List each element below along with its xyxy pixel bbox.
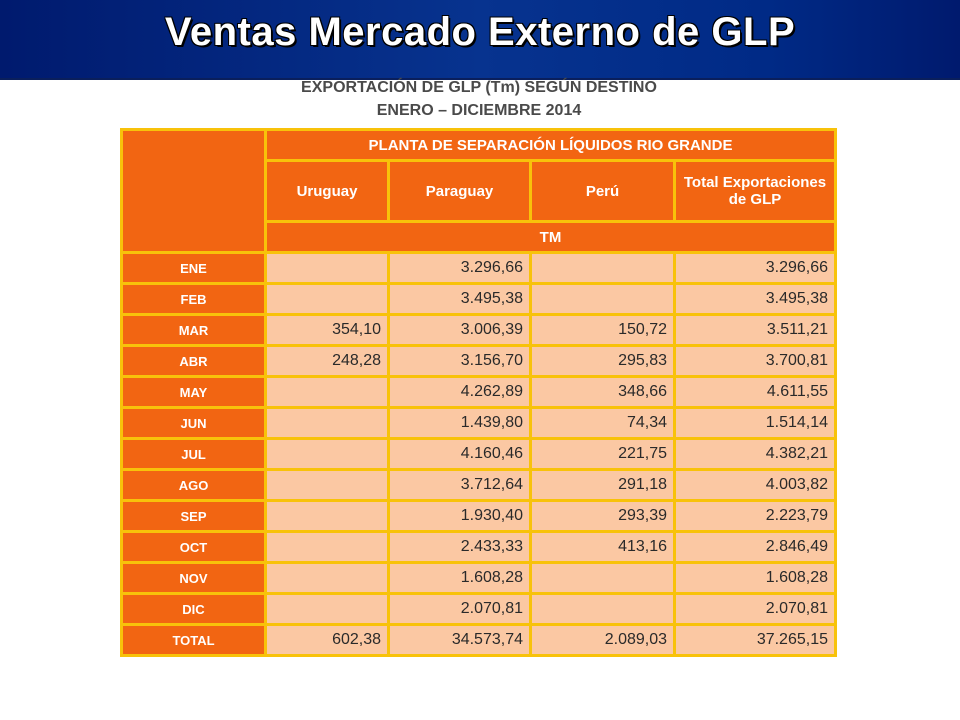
cell-uruguay	[264, 375, 390, 409]
month-label: JUL	[120, 437, 267, 471]
table-row: FEB 3.495,38 3.495,38	[120, 282, 837, 316]
table-row: AGO 3.712,64 291,18 4.003,82	[120, 468, 837, 502]
corner-cell	[120, 128, 267, 254]
cell-peru: 2.089,03	[529, 623, 676, 657]
cell-paraguay: 2.070,81	[387, 592, 532, 626]
cell-total: 1.608,28	[673, 561, 837, 595]
cell-uruguay	[264, 530, 390, 564]
cell-uruguay: 354,10	[264, 313, 390, 347]
table-row: JUN 1.439,80 74,34 1.514,14	[120, 406, 837, 440]
col-header-paraguay: Paraguay	[387, 159, 532, 223]
cell-paraguay: 1.439,80	[387, 406, 532, 440]
cell-total: 2.223,79	[673, 499, 837, 533]
cell-total: 4.382,21	[673, 437, 837, 471]
cell-paraguay: 3.296,66	[387, 251, 532, 285]
table-row: MAY 4.262,89 348,66 4.611,55	[120, 375, 837, 409]
cell-paraguay: 1.608,28	[387, 561, 532, 595]
month-label: ABR	[120, 344, 267, 378]
title-banner: Ventas Mercado Externo de GLP	[0, 0, 960, 80]
month-label: ENE	[120, 251, 267, 285]
cell-peru	[529, 561, 676, 595]
cell-paraguay: 3.495,38	[387, 282, 532, 316]
cell-paraguay: 2.433,33	[387, 530, 532, 564]
cell-uruguay	[264, 282, 390, 316]
cell-uruguay	[264, 437, 390, 471]
month-label: FEB	[120, 282, 267, 316]
month-label: NOV	[120, 561, 267, 595]
cell-peru: 291,18	[529, 468, 676, 502]
cell-uruguay	[264, 592, 390, 626]
cell-total: 2.070,81	[673, 592, 837, 626]
cell-paraguay: 34.573,74	[387, 623, 532, 657]
cell-total: 3.495,38	[673, 282, 837, 316]
month-label: MAR	[120, 313, 267, 347]
slide-title: Ventas Mercado Externo de GLP	[164, 10, 796, 54]
cell-uruguay	[264, 468, 390, 502]
table-row: MAR 354,10 3.006,39 150,72 3.511,21	[120, 313, 837, 347]
cell-paraguay: 3.712,64	[387, 468, 532, 502]
cell-peru: 413,16	[529, 530, 676, 564]
cell-peru	[529, 251, 676, 285]
month-label: AGO	[120, 468, 267, 502]
cell-peru: 295,83	[529, 344, 676, 378]
table-row: SEP 1.930,40 293,39 2.223,79	[120, 499, 837, 533]
cell-uruguay: 602,38	[264, 623, 390, 657]
cell-peru	[529, 592, 676, 626]
cell-total: 4.611,55	[673, 375, 837, 409]
col-header-peru: Perú	[529, 159, 676, 223]
cell-uruguay	[264, 251, 390, 285]
month-label: MAY	[120, 375, 267, 409]
cell-paraguay: 4.160,46	[387, 437, 532, 471]
table-row: ABR 248,28 3.156,70 295,83 3.700,81	[120, 344, 837, 378]
table-row: JUL 4.160,46 221,75 4.382,21	[120, 437, 837, 471]
col-header-total: Total Exportaciones de GLP	[673, 159, 837, 223]
cell-total: 37.265,15	[673, 623, 837, 657]
plant-header: PLANTA DE SEPARACIÓN LÍQUIDOS RIO GRANDE	[264, 128, 837, 162]
table-title: EXPORTACIÓN DE GLP (Tm) SEGÚN DESTINO	[301, 79, 657, 96]
cell-paraguay: 1.930,40	[387, 499, 532, 533]
month-label: TOTAL	[120, 623, 267, 657]
cell-uruguay	[264, 561, 390, 595]
cell-total: 2.846,49	[673, 530, 837, 564]
table-body: ENE 3.296,66 3.296,66 FEB 3.495,38 3.495,38 MA…	[120, 251, 837, 657]
month-label: JUN	[120, 406, 267, 440]
cell-total: 4.003,82	[673, 468, 837, 502]
cell-uruguay	[264, 499, 390, 533]
month-label: SEP	[120, 499, 267, 533]
table-row: OCT 2.433,33 413,16 2.846,49	[120, 530, 837, 564]
table-row: ENE 3.296,66 3.296,66	[120, 251, 837, 285]
table-subtitle: ENERO – DICIEMBRE 2014	[376, 102, 582, 119]
cell-peru: 150,72	[529, 313, 676, 347]
cell-paraguay: 4.262,89	[387, 375, 532, 409]
table-row: DIC 2.070,81 2.070,81	[120, 592, 837, 626]
cell-peru: 221,75	[529, 437, 676, 471]
cell-paraguay: 3.006,39	[387, 313, 532, 347]
cell-total: 3.700,81	[673, 344, 837, 378]
table-row-total: TOTAL 602,38 34.573,74 2.089,03 37.265,15	[120, 623, 837, 657]
month-label: OCT	[120, 530, 267, 564]
cell-total: 3.511,21	[673, 313, 837, 347]
cell-total: 1.514,14	[673, 406, 837, 440]
month-label: DIC	[120, 592, 267, 626]
cell-peru: 293,39	[529, 499, 676, 533]
cell-paraguay: 3.156,70	[387, 344, 532, 378]
cell-peru: 74,34	[529, 406, 676, 440]
exports-table: PLANTA DE SEPARACIÓN LÍQUIDOS RIO GRANDE…	[120, 128, 837, 657]
table-row: NOV 1.608,28 1.608,28	[120, 561, 837, 595]
unit-header: TM	[264, 220, 837, 254]
cell-total: 3.296,66	[673, 251, 837, 285]
cell-uruguay	[264, 406, 390, 440]
cell-peru	[529, 282, 676, 316]
cell-peru: 348,66	[529, 375, 676, 409]
col-header-uruguay: Uruguay	[264, 159, 390, 223]
cell-uruguay: 248,28	[264, 344, 390, 378]
